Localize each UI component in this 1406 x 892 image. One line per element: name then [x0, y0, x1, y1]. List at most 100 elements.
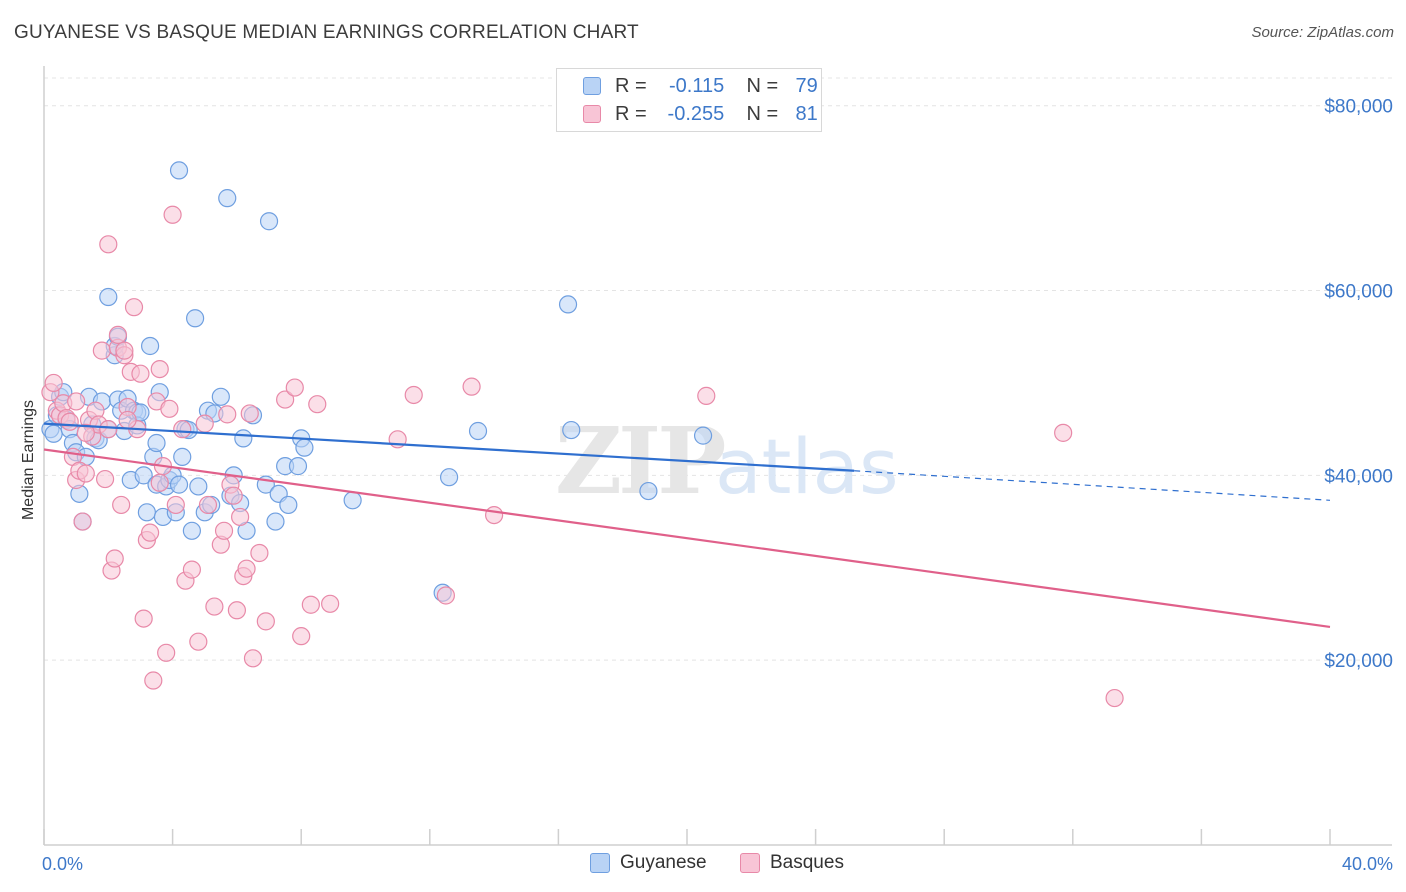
guyanese-point: [295, 438, 314, 457]
guyanese-point: [439, 468, 459, 487]
guyanese-point: [468, 421, 488, 441]
guyanese-point: [558, 295, 578, 314]
legend-item-guyanese: Guyanese: [590, 852, 707, 874]
guyanese-point: [173, 447, 192, 466]
basques-point: [276, 390, 295, 409]
x-tick-label-max: 40.0%: [1342, 854, 1393, 874]
guyanese-point: [186, 309, 205, 328]
watermark-atlas: atlas: [715, 422, 899, 511]
guyanese-point: [562, 420, 581, 440]
guyanese-trend-extension: [854, 470, 1331, 501]
basques-point: [436, 586, 455, 605]
basques-point: [182, 560, 201, 579]
legend-swatch-guyanese: [590, 853, 610, 873]
basques-point: [462, 377, 481, 396]
basques-point: [256, 612, 275, 631]
basques-point: [321, 594, 340, 613]
basques-point: [76, 423, 95, 442]
legend-label-guyanese: Guyanese: [620, 852, 707, 873]
x-tick-labels: 0.0% 40.0%: [42, 854, 1393, 874]
series-basques-points: [41, 205, 1124, 708]
basques-point: [218, 405, 237, 424]
guyanese-point: [693, 426, 713, 445]
legend-item-basques: Basques: [740, 852, 844, 874]
basques-point: [144, 671, 163, 690]
basques-point: [92, 341, 111, 360]
guyanese-point: [279, 495, 298, 515]
legend-n-value: 81: [795, 102, 818, 125]
basques-point: [697, 386, 716, 405]
basques-point: [105, 549, 124, 568]
guyanese-point: [140, 336, 160, 356]
guyanese-point: [147, 433, 166, 453]
basques-point: [163, 205, 182, 224]
legend-swatch-guyanese: [583, 77, 601, 95]
basques-point: [250, 543, 269, 563]
y-tick-label: $60,000: [1324, 282, 1393, 303]
guyanese-point: [44, 424, 63, 443]
legend-r-value: -0.115: [669, 74, 725, 97]
trend-lines: [43, 422, 1331, 629]
legend-n-label: N =: [746, 102, 779, 125]
legend-swatch-basques: [583, 105, 601, 123]
guyanese-point: [288, 457, 308, 476]
guyanese-point: [639, 481, 658, 501]
legend-swatch-basques: [740, 853, 760, 873]
basques-point: [214, 521, 234, 540]
axes: [43, 66, 1392, 846]
guyanese-point: [169, 161, 189, 180]
legend-row-basques: R = -0.255 N = 81: [583, 101, 818, 127]
basques-point: [95, 469, 115, 489]
guyanese-point: [169, 475, 189, 494]
basques-point: [99, 235, 118, 254]
basques-point: [150, 359, 169, 379]
basques-point: [166, 495, 185, 515]
basques-point: [195, 414, 214, 433]
guyanese-point: [218, 189, 237, 208]
y-axis-label: Median Earnings: [20, 400, 37, 520]
y-tick-label: $40,000: [1324, 466, 1393, 487]
basques-point: [150, 473, 169, 492]
guyanese-trend-line: [43, 422, 855, 472]
basques-point: [131, 364, 150, 383]
legend-r-label: R =: [615, 102, 647, 125]
y-tick-labels: $20,000 $40,000 $60,000 $80,000: [1324, 97, 1393, 672]
basques-point: [108, 325, 128, 344]
basques-point: [231, 507, 250, 527]
legend-r-label: R =: [615, 74, 647, 97]
basques-point: [67, 392, 86, 411]
guyanese-point: [189, 477, 208, 496]
basques-point: [1054, 423, 1073, 442]
basques-point: [76, 464, 95, 483]
guyanese-point: [182, 521, 201, 540]
basques-point: [73, 512, 92, 531]
legend-r-value: -0.255: [667, 102, 725, 125]
basques-point: [485, 505, 504, 525]
basques-point: [115, 341, 134, 360]
source-label: Source: ZipAtlas.com: [1251, 24, 1394, 41]
guyanese-point: [234, 429, 253, 448]
basques-point: [44, 373, 63, 393]
guyanese-point: [266, 512, 285, 531]
guyanese-point: [99, 287, 118, 307]
correlation-legend: R = -0.115 N = 79 R = -0.255 N = 81: [556, 68, 822, 132]
basques-point: [60, 412, 79, 431]
legend-row-guyanese: R = -0.115 N = 79: [583, 73, 818, 99]
guyanese-point: [259, 212, 279, 231]
basques-point: [160, 399, 179, 418]
basques-point: [189, 632, 208, 651]
basques-point: [227, 601, 246, 620]
basques-point: [292, 627, 311, 646]
basques-point: [118, 410, 137, 430]
basques-point: [124, 298, 144, 317]
basques-trend-line: [43, 448, 1331, 629]
basques-point: [224, 486, 243, 505]
basques-point: [301, 595, 320, 614]
basques-point: [112, 495, 131, 515]
basques-point: [243, 649, 263, 668]
legend-label-basques: Basques: [770, 852, 844, 873]
guyanese-point: [137, 503, 156, 522]
x-tick-label-min: 0.0%: [42, 854, 83, 874]
legend-n-label: N =: [746, 74, 779, 97]
